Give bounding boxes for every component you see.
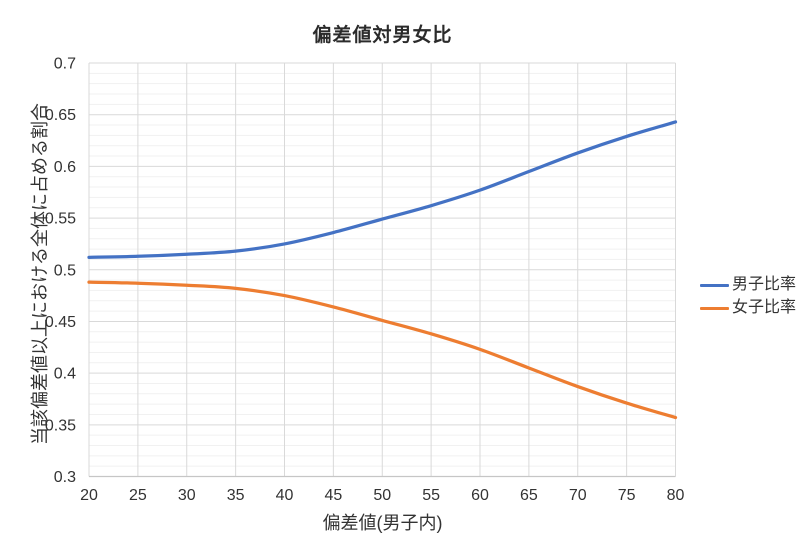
y-tick-label: 0.45 bbox=[45, 314, 76, 331]
tick-labels: 20 25 30 35 40 45 50 55 60 65 70 75 80 0.3 0.35 0.4 0.45… bbox=[45, 56, 685, 505]
legend-label-female-ratio: 女子比率 bbox=[732, 299, 797, 316]
series-lines bbox=[87, 120, 678, 420]
x-tick-label: 65 bbox=[520, 487, 538, 504]
x-tick-label: 30 bbox=[178, 487, 196, 504]
x-tick-label: 45 bbox=[324, 487, 342, 504]
legend-swatch-male-line bbox=[700, 283, 729, 287]
x-tick-label: 80 bbox=[667, 487, 685, 504]
legend-label-male-ratio: 男子比率 bbox=[732, 276, 797, 293]
x-tick-label: 50 bbox=[373, 487, 391, 504]
legend-swatch-female-line bbox=[700, 306, 729, 310]
y-tick-label: 0.6 bbox=[54, 159, 76, 176]
y-tick-label: 0.65 bbox=[45, 107, 76, 124]
chart-title: 偏差値対男女比 bbox=[312, 25, 453, 46]
x-tick-label: 25 bbox=[129, 487, 147, 504]
y-tick-label: 0.5 bbox=[54, 262, 76, 279]
x-tick-label: 35 bbox=[227, 487, 245, 504]
legend: 男子比率 女子比率 bbox=[700, 276, 796, 317]
series-line-1 bbox=[87, 280, 678, 420]
gridlines bbox=[88, 62, 676, 478]
x-tick-label: 40 bbox=[276, 487, 294, 504]
x-axis-title: 偏差値(男子内) bbox=[322, 513, 443, 533]
legend-item-female-ratio: 女子比率 bbox=[700, 299, 796, 317]
series-line-0 bbox=[87, 120, 678, 259]
y-tick-label: 0.4 bbox=[54, 366, 76, 383]
y-tick-label: 0.35 bbox=[45, 417, 76, 434]
legend-item-male-ratio: 男子比率 bbox=[700, 276, 796, 294]
y-tick-label: 0.7 bbox=[54, 56, 76, 73]
y-axis-title: 当該偏差値以上における全体に占める割合 bbox=[30, 103, 50, 445]
x-tick-label: 75 bbox=[618, 487, 636, 504]
y-tick-label: 0.3 bbox=[54, 469, 76, 486]
x-tick-label: 55 bbox=[422, 487, 440, 504]
x-tick-label: 60 bbox=[471, 487, 489, 504]
y-tick-label: 0.55 bbox=[45, 211, 76, 228]
x-tick-label: 20 bbox=[80, 487, 98, 504]
x-tick-label: 70 bbox=[569, 487, 587, 504]
